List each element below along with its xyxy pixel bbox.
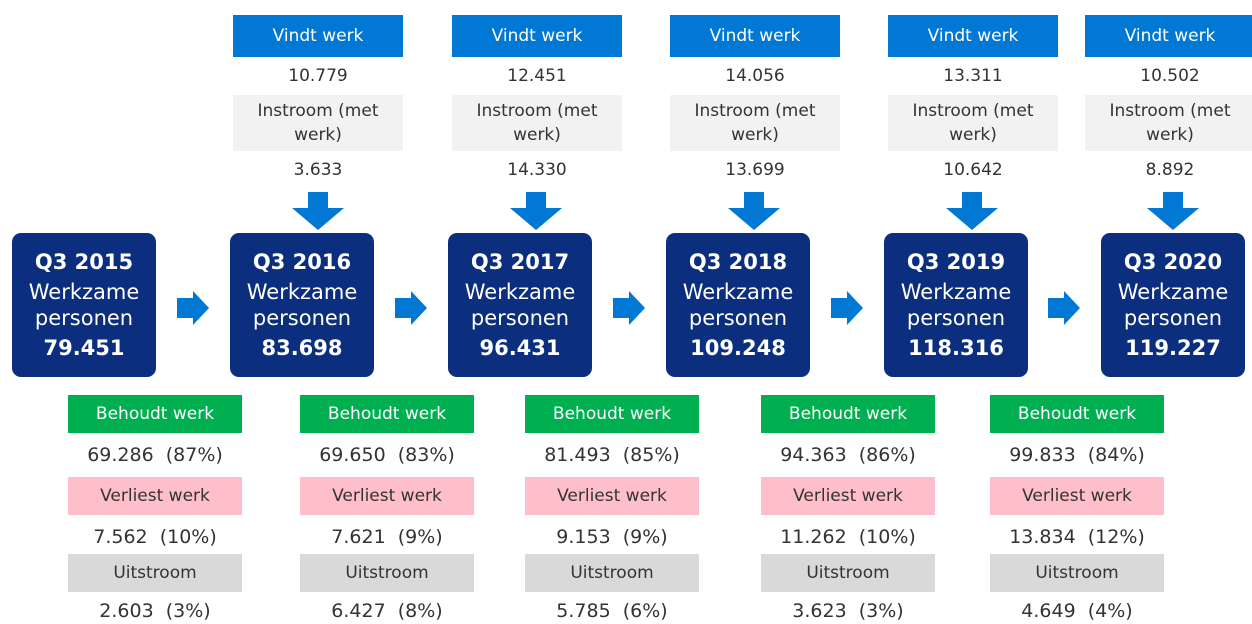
instroom-label: Instroom (met werk) xyxy=(670,95,840,151)
period-label: Q3 2018 xyxy=(688,250,788,274)
down-arrow xyxy=(292,192,344,230)
vindt-value: 12.451 xyxy=(507,66,567,86)
verliest-label: Verliest werk xyxy=(300,477,474,515)
behoudt-label: Behoudt werk xyxy=(990,395,1164,433)
behoudt-label: Behoudt werk xyxy=(68,395,242,433)
behoudt-value: 69.650 (83%) xyxy=(319,444,455,466)
vindt-label: Vindt werk xyxy=(452,15,622,57)
period-value: 83.698 xyxy=(261,336,343,360)
instroom-value: 13.699 xyxy=(725,160,785,180)
period-box: Q3 2018 Werkzame personen 109.248 xyxy=(666,233,810,377)
behoudt-value: 69.286 (87%) xyxy=(87,444,223,466)
period-desc: Werkzame personen xyxy=(1117,280,1235,330)
behoudt-label: Behoudt werk xyxy=(300,395,474,433)
period-value: 79.451 xyxy=(43,336,125,360)
down-arrow xyxy=(728,192,780,230)
verliest-label: Verliest werk xyxy=(761,477,935,515)
verliest-label: Verliest werk xyxy=(68,477,242,515)
verliest-value: 13.834 (12%) xyxy=(1009,526,1145,548)
verliest-label: Verliest werk xyxy=(990,477,1164,515)
verliest-label: Verliest werk xyxy=(525,477,699,515)
period-value: 96.431 xyxy=(479,336,561,360)
down-arrow xyxy=(510,192,562,230)
period-box: Q3 2019 Werkzame personen 118.316 xyxy=(884,233,1028,377)
vindt-label: Vindt werk xyxy=(670,15,840,57)
verliest-value: 9.153 (9%) xyxy=(556,526,668,548)
down-arrow xyxy=(1147,192,1199,230)
uitstroom-label: Uitstroom xyxy=(525,554,699,592)
period-label: Q3 2020 xyxy=(1123,250,1223,274)
right-arrow xyxy=(1048,291,1080,325)
uitstroom-value: 2.603 (3%) xyxy=(99,599,211,622)
period-box: Q3 2020 Werkzame personen 119.227 xyxy=(1101,233,1245,377)
period-box: Q3 2015 Werkzame personen 79.451 xyxy=(12,233,156,377)
behoudt-label: Behoudt werk xyxy=(525,395,699,433)
period-desc: Werkzame personen xyxy=(900,280,1018,330)
instroom-label: Instroom (met werk) xyxy=(1085,95,1252,151)
vindt-label: Vindt werk xyxy=(888,15,1058,57)
instroom-label: Instroom (met werk) xyxy=(888,95,1058,151)
period-value: 119.227 xyxy=(1125,336,1221,360)
behoudt-label: Behoudt werk xyxy=(761,395,935,433)
period-label: Q3 2019 xyxy=(906,250,1006,274)
uitstroom-value: 4.649 (4%) xyxy=(1021,599,1133,622)
behoudt-value: 99.833 (84%) xyxy=(1009,444,1145,466)
instroom-label: Instroom (met werk) xyxy=(233,95,403,151)
period-desc: Werkzame personen xyxy=(246,280,364,330)
period-box: Q3 2017 Werkzame personen 96.431 xyxy=(448,233,592,377)
uitstroom-label: Uitstroom xyxy=(300,554,474,592)
instroom-value: 10.642 xyxy=(943,160,1003,180)
right-arrow xyxy=(177,291,209,325)
instroom-value: 14.330 xyxy=(507,160,567,180)
period-value: 118.316 xyxy=(908,336,1004,360)
period-label: Q3 2015 xyxy=(34,250,134,274)
vindt-label: Vindt werk xyxy=(233,15,403,57)
instroom-label: Instroom (met werk) xyxy=(452,95,622,151)
period-desc: Werkzame personen xyxy=(28,280,146,330)
vindt-label: Vindt werk xyxy=(1085,15,1252,57)
verliest-value: 7.562 (10%) xyxy=(93,526,217,548)
vindt-value: 13.311 xyxy=(943,66,1003,86)
uitstroom-label: Uitstroom xyxy=(761,554,935,592)
period-label: Q3 2016 xyxy=(252,250,352,274)
instroom-value: 8.892 xyxy=(1145,160,1195,180)
verliest-value: 7.621 (9%) xyxy=(331,526,443,548)
uitstroom-value: 6.427 (8%) xyxy=(331,599,443,622)
right-arrow xyxy=(613,291,645,325)
behoudt-value: 94.363 (86%) xyxy=(780,444,916,466)
right-arrow xyxy=(395,291,427,325)
behoudt-value: 81.493 (85%) xyxy=(544,444,680,466)
uitstroom-label: Uitstroom xyxy=(68,554,242,592)
vindt-value: 14.056 xyxy=(725,66,785,86)
period-box: Q3 2016 Werkzame personen 83.698 xyxy=(230,233,374,377)
period-label: Q3 2017 xyxy=(470,250,570,274)
uitstroom-label: Uitstroom xyxy=(990,554,1164,592)
uitstroom-value: 5.785 (6%) xyxy=(556,599,668,622)
period-desc: Werkzame personen xyxy=(682,280,800,330)
period-value: 109.248 xyxy=(690,336,786,360)
uitstroom-value: 3.623 (3%) xyxy=(792,599,904,622)
vindt-value: 10.502 xyxy=(1140,66,1200,86)
vindt-value: 10.779 xyxy=(288,66,348,86)
instroom-value: 3.633 xyxy=(293,160,343,180)
right-arrow xyxy=(831,291,863,325)
down-arrow xyxy=(946,192,998,230)
period-desc: Werkzame personen xyxy=(464,280,582,330)
verliest-value: 11.262 (10%) xyxy=(780,526,916,548)
